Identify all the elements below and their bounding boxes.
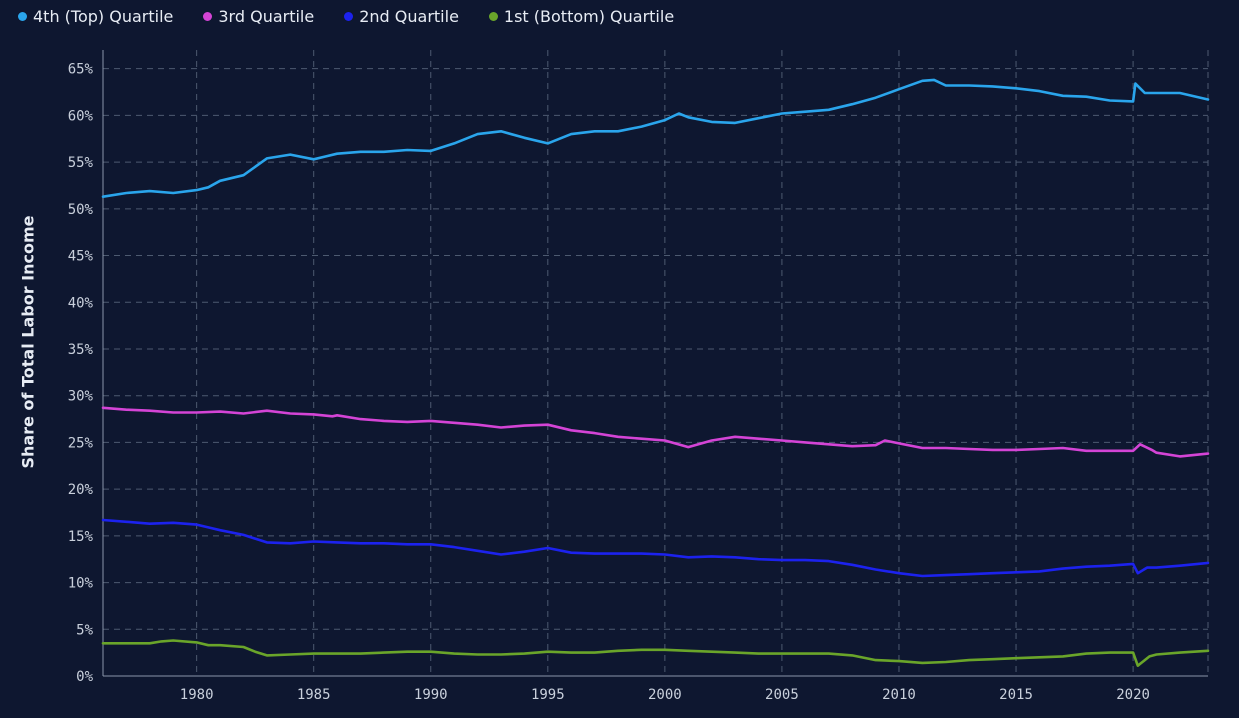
y-tick-label: 40% xyxy=(68,295,94,311)
x-tick-label: 2015 xyxy=(999,687,1033,703)
legend-dot-icon xyxy=(344,11,354,21)
y-tick-label: 65% xyxy=(68,62,94,78)
legend-label: 4th (Top) Quartile xyxy=(33,6,174,26)
legend-dot-icon xyxy=(18,11,27,21)
y-tick-label: 5% xyxy=(76,622,93,638)
y-tick-label: 60% xyxy=(68,108,94,124)
y-tick-label: 15% xyxy=(68,529,94,545)
x-tick-label: 1980 xyxy=(180,687,214,703)
series-line-1 xyxy=(101,78,1210,198)
x-tick-label: 1995 xyxy=(531,687,565,703)
legend-label: 3rd Quartile xyxy=(218,6,315,26)
x-tick-label: 1990 xyxy=(414,687,448,703)
legend-label: 2nd Quartile xyxy=(359,6,459,26)
x-tick-label: 2010 xyxy=(882,687,916,703)
legend-dot-icon xyxy=(203,11,213,21)
y-tick-label: 25% xyxy=(68,435,94,451)
series-line-3 xyxy=(101,518,1210,578)
legend-dot-icon xyxy=(488,11,498,21)
legend-item-1st-quartile[interactable]: 1st (Bottom) Quartile xyxy=(488,6,675,26)
legend: 4th (Top) Quartile 3rd Quartile 2nd Quar… xyxy=(18,5,674,27)
y-tick-label: 45% xyxy=(68,249,94,265)
y-tick-label: 55% xyxy=(68,155,94,171)
y-tick-label: 0% xyxy=(76,669,93,685)
y-tick-label: 35% xyxy=(68,342,94,358)
x-tick-label: 2005 xyxy=(765,687,799,703)
x-tick-label: 2000 xyxy=(648,687,682,703)
y-tick-label: 30% xyxy=(68,389,94,405)
y-tick-label: 20% xyxy=(68,482,94,498)
x-tick-label: 1985 xyxy=(297,687,331,703)
legend-item-3rd-quartile[interactable]: 3rd Quartile xyxy=(203,7,314,26)
legend-label: 1st (Bottom) Quartile xyxy=(503,6,675,26)
legend-item-2nd-quartile[interactable]: 2nd Quartile xyxy=(344,7,459,26)
y-tick-label: 10% xyxy=(68,576,94,592)
series-line-4 xyxy=(101,639,1210,667)
series-line-2 xyxy=(101,406,1210,458)
x-tick-label: 2020 xyxy=(1116,687,1150,703)
y-tick-label: 50% xyxy=(68,202,94,218)
legend-item-4th-quartile[interactable]: 4th (Top) Quartile xyxy=(18,7,173,26)
